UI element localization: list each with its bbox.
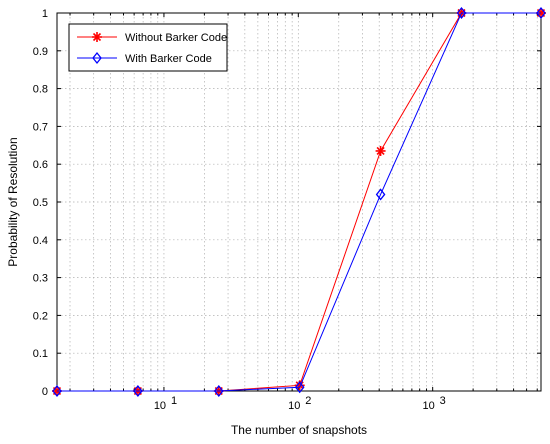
x-axis-label: The number of snapshots (231, 423, 367, 437)
y-tick-label: 0.6 (33, 159, 48, 171)
y-tick-label: 0 (42, 386, 48, 398)
legend-marker-diamond (92, 51, 102, 65)
x-tick-label: 10 (288, 400, 300, 412)
data-point-diamond (375, 188, 386, 201)
y-tick-label: 0.5 (33, 197, 48, 209)
data-point-diamond (52, 384, 62, 398)
series-line (57, 12, 541, 392)
y-tick-label: 0.1 (33, 348, 48, 360)
y-tick-label: 0.3 (33, 273, 48, 285)
x-tick-label: 10 (154, 400, 166, 412)
axis-ticks: 0 0.1 0.2 0.3 0.4 0.5 0.6 0.7 0.8 0.9 1 10 1 10 2 10 3 (33, 8, 541, 412)
data-point-diamond (213, 384, 224, 398)
data-point-diamond (294, 381, 305, 394)
x-tick-label: 10 (423, 400, 435, 412)
series-2 (52, 6, 546, 398)
legend-label: Without Barker Code (125, 32, 227, 44)
data-point-diamond (456, 6, 467, 20)
series-layer (52, 6, 546, 398)
legend-label: With Barker Code (125, 53, 212, 65)
y-tick-label: 1 (42, 8, 48, 20)
legend-marker-asterisk (92, 32, 102, 42)
data-point-diamond (536, 6, 546, 20)
legend-box (68, 23, 228, 72)
y-tick-label: 0.7 (33, 121, 48, 133)
data-point-asterisk (375, 145, 386, 156)
y-tick-label: 0.8 (33, 84, 48, 96)
x-tick-exponent: 3 (440, 395, 446, 407)
y-tick-label: 0.2 (33, 310, 48, 322)
x-tick-exponent: 2 (305, 395, 311, 407)
legend: Without Barker Code With Barker Code (68, 23, 228, 72)
legend-entry: Without Barker Code (77, 32, 227, 44)
x-tick-exponent: 1 (171, 395, 177, 407)
y-axis-label: Probability of Resolution (6, 137, 20, 266)
legend-entry: With Barker Code (77, 51, 212, 65)
y-tick-label: 0.4 (33, 235, 48, 247)
data-point-diamond (133, 384, 143, 398)
y-tick-label: 0.9 (33, 46, 48, 58)
